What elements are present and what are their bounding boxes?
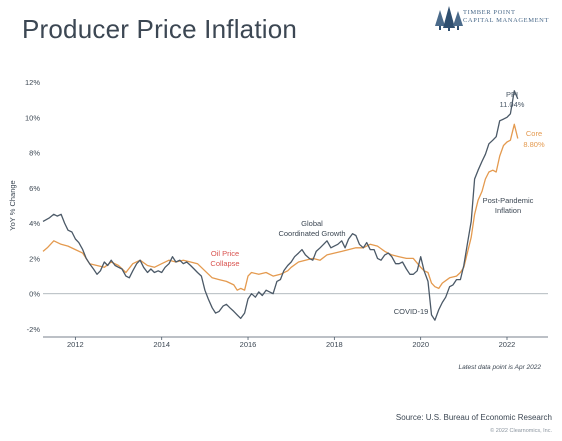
company-logo [434,6,558,32]
copyright-note: © 2022 Clearnomics, Inc. [490,428,552,434]
latest-data-footnote: Latest data point is Apr 2022 [458,364,541,371]
y-tick-label: -2% [27,325,41,334]
y-tick-label: 2% [29,254,40,263]
annotation-post-pandemic: Inflation [495,206,521,215]
chart-title: Producer Price Inflation [22,14,298,44]
x-tick-label: 2020 [412,340,429,349]
annotation-covid: COVID-19 [394,307,429,316]
annotation-oil-price-collapse: Collapse [210,259,239,268]
x-tick-label: 2014 [153,340,170,349]
annotation-global-growth: Global [301,219,323,228]
annotation-oil-price-collapse: Oil Price [211,249,239,258]
company-name-line2: Capital Management [463,17,550,24]
annotation-global-growth: Coordinated Growth [278,229,345,238]
ppi-end-label: PPI [506,90,518,99]
pine-trees-icon [435,6,463,31]
x-tick-label: 2018 [326,340,343,349]
core-line [42,123,519,291]
y-tick-label: 10% [25,113,40,122]
y-tick-label: 12% [25,78,40,87]
y-tick-label: 8% [29,149,40,158]
core-end-label: Core [526,129,542,138]
y-tick-label: 0% [29,290,40,299]
y-tick-label: 6% [29,184,40,193]
annotation-post-pandemic: Post-Pandemic [483,196,534,205]
ppi-end-value: 11.04% [500,100,525,109]
core-end-value: 8.80% [523,140,545,149]
ppi-line [42,90,519,321]
company-name-line1: Timber Point [463,9,516,16]
y-axis-label: YoY % Change [8,180,17,230]
x-tick-label: 2016 [240,340,257,349]
company-name: Timber Point Capital Management [463,9,549,25]
source-note: Source: U.S. Bureau of Economic Research [395,413,552,422]
x-tick-label: 2012 [67,340,84,349]
x-tick-label: 2022 [499,340,516,349]
y-tick-label: 4% [29,219,40,228]
